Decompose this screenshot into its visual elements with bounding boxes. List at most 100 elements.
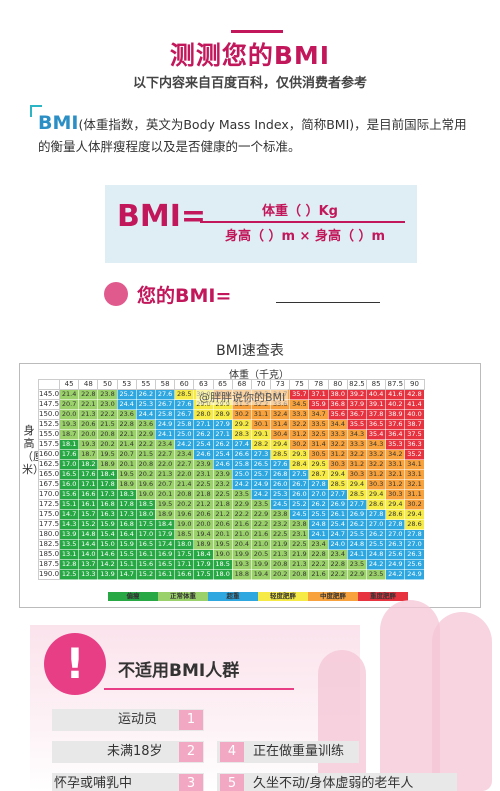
bmi-cell: 20.2: [97, 439, 118, 450]
bmi-cell: 27.8: [308, 479, 329, 490]
bmi-cell: 24.6: [212, 459, 233, 470]
bmi-cell: 16.6: [78, 489, 99, 500]
bmi-cell: 26.3: [404, 549, 425, 560]
bmi-cell: 30.2: [404, 499, 425, 510]
bmi-cell: 25.6: [404, 559, 425, 570]
bmi-cell: 24.2: [366, 559, 387, 570]
bmi-cell: 31.4: [270, 419, 291, 430]
bmi-cell: 14.8: [78, 529, 99, 540]
bmi-cell: 34.3: [346, 429, 368, 440]
bmi-cell: 23.8: [289, 519, 310, 530]
bmi-cell: 18.5: [135, 499, 156, 510]
bmi-cell: 27.0: [308, 489, 329, 500]
bmi-cell: 27.7: [346, 499, 368, 510]
bmi-cell: 21.4: [174, 479, 195, 490]
bmi-cell: 18.4: [154, 519, 176, 530]
intro-paragraph: BMI(体重指数，英文为Body Mass Index，简称BMI)，是目前国际…: [38, 112, 478, 158]
bmi-cell: 23.5: [346, 559, 368, 570]
bmi-cell: 18.4: [97, 469, 118, 480]
height-row-header: 165.0: [37, 469, 61, 480]
bmi-cell: 22.8: [78, 389, 99, 400]
bmi-cell: 23.4: [308, 539, 329, 550]
bmi-cell: 27.6: [270, 459, 291, 470]
bmi-cell: 21.3: [289, 559, 310, 570]
bmi-cell: 32.5: [308, 429, 329, 440]
bmi-cell: 24.6: [193, 449, 214, 460]
height-row-header: 167.5: [37, 479, 61, 490]
bmi-cell: 28.3: [231, 429, 252, 440]
weight-column-header: 73: [270, 379, 291, 390]
bmi-cell: 16.8: [116, 519, 137, 530]
bmi-cell: 26.0: [270, 479, 291, 490]
bmi-cell: 36.5: [366, 419, 387, 430]
bmi-cell: 28.4: [289, 459, 310, 470]
list-item: 怀孕或哺乳中 3: [52, 773, 204, 791]
formula-denominator: 身高（ ）m × 身高（ ）m: [224, 229, 386, 244]
height-row-header: 162.5: [37, 459, 61, 470]
weight-column-header: 48: [78, 379, 99, 390]
legend-item: 重度肥胖: [358, 592, 408, 601]
bmi-cell: 25.8: [174, 419, 195, 430]
bmi-cell: 25.0: [174, 429, 195, 440]
bmi-cell: 27.7: [327, 489, 348, 500]
bmi-cell: 15.0: [97, 539, 118, 550]
bmi-cell: 24.9: [250, 479, 272, 490]
corner-bracket-icon: [30, 105, 42, 117]
bmi-cell: 16.1: [154, 569, 176, 580]
bmi-cell: 23.8: [270, 509, 291, 520]
bmi-cell: 27.8: [385, 519, 406, 530]
bmi-cell: 15.9: [97, 519, 118, 530]
bmi-cell: 22.1: [78, 399, 99, 410]
bmi-cell: 16.4: [116, 529, 137, 540]
bmi-cell: 40.4: [366, 389, 387, 400]
formula-lhs: BMI=: [117, 199, 207, 234]
bmi-cell: 26.3: [385, 539, 406, 550]
bmi-cell: 21.0: [250, 539, 272, 550]
bmi-cell: 23.1: [193, 469, 214, 480]
bmi-cell: 20.4: [231, 539, 252, 550]
bmi-cell: 36.8: [327, 399, 348, 410]
bmi-cell: 30.3: [366, 479, 387, 490]
bmi-cell: 12.5: [59, 569, 80, 580]
bmi-cell: 23.5: [250, 499, 272, 510]
bmi-cell: 34.5: [289, 399, 310, 410]
bmi-cell: 32.2: [327, 439, 348, 450]
bmi-cell: 28.5: [174, 389, 195, 400]
bmi-cell: 40.0: [404, 409, 425, 420]
item-number: 5: [220, 774, 244, 791]
bmi-cell: 29.1: [250, 429, 272, 440]
bmi-cell: 17.8: [97, 479, 118, 490]
bmi-cell: 24.5: [270, 499, 291, 510]
bmi-cell: 32.2: [289, 419, 310, 430]
bmi-cell: 18.0: [135, 509, 156, 520]
bmi-cell: 28.5: [270, 449, 291, 460]
bmi-cell: 19.0: [135, 489, 156, 500]
bmi-cell: 19.9: [231, 549, 252, 560]
bmi-cell: 15.6: [59, 489, 80, 500]
bmi-cell: 28.6: [366, 499, 387, 510]
bmi-cell: 26.2: [346, 519, 368, 530]
bmi-cell: 26.1: [327, 509, 348, 520]
bmi-cell: 20.0: [193, 519, 214, 530]
table-row: 162.5 17.0 18.2 18.9 20.1 20.8 22.0 22.7 23.9 24.…: [37, 459, 425, 470]
bmi-cell: 14.3: [59, 519, 80, 530]
bmi-cell: 16.8: [97, 499, 118, 510]
bmi-cell: 22.9: [231, 499, 252, 510]
your-bmi-label: 您的BMI=: [137, 285, 232, 307]
legend-item: 正常体重: [158, 592, 208, 601]
bmi-cell: 24.4: [116, 399, 137, 410]
bmi-cell: 24.2: [385, 569, 406, 580]
bmi-cell: 20.6: [193, 509, 214, 520]
bmi-cell: 16.5: [135, 539, 156, 550]
bmi-cell: 20.6: [78, 419, 99, 430]
table-row: 185.0 13.1 14.0 14.6 15.5 16.1 16.9 17.5 18.4 19.…: [37, 549, 425, 560]
table-row: 177.5 14.3 15.2 15.9 16.8 17.5 18.4 19.0 20.0 20.…: [37, 519, 425, 530]
bmi-cell: 26.2: [366, 529, 387, 540]
bmi-cell: 20.8: [135, 459, 156, 470]
bmi-cell: 26.0: [289, 489, 310, 500]
bmi-cell: 22.9: [135, 429, 156, 440]
bmi-cell: 26.9: [327, 499, 348, 510]
bmi-cell: 34.4: [327, 419, 348, 430]
bmi-cell: 15.2: [135, 569, 156, 580]
bmi-cell: 25.4: [212, 449, 233, 460]
